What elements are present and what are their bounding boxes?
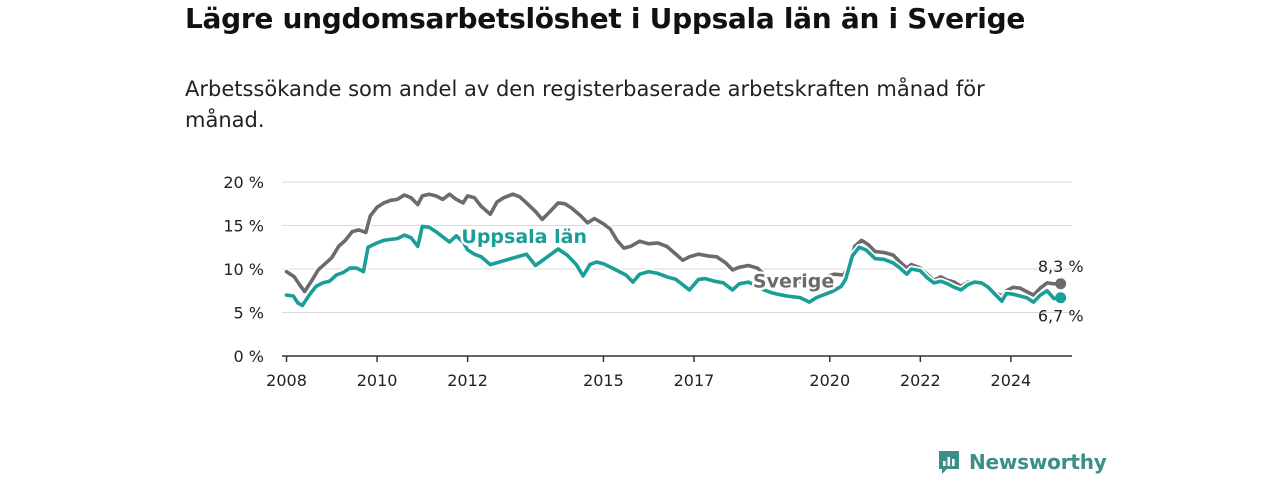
series-inline-label: Sverige xyxy=(753,270,834,292)
x-tick-label: 2024 xyxy=(991,371,1032,390)
series-inline-label: Uppsala län xyxy=(461,226,587,248)
y-tick-label: 10 % xyxy=(223,260,264,279)
newsworthy-logo-icon xyxy=(939,451,959,474)
end-value-label: 8,3 % xyxy=(1038,257,1084,276)
series-line-uppsala xyxy=(284,224,1063,308)
chart-subtitle: Arbetssökande som andel av den registerb… xyxy=(185,77,985,132)
series-line-sverige xyxy=(284,192,1063,298)
brand-name: Newsworthy xyxy=(969,450,1107,474)
x-tick-label: 2020 xyxy=(809,371,850,390)
series-line-halo xyxy=(283,222,1065,309)
axes: 0 % 5 % 10 % 15 % 20 % 2008 2010 2012 2015 2017 20… xyxy=(223,173,1072,390)
y-tick-label: 0 % xyxy=(234,347,264,366)
x-tick-label: 2010 xyxy=(357,371,398,390)
newsworthy-brand: Newsworthy xyxy=(937,449,1107,475)
x-tick-label: 2015 xyxy=(583,371,624,390)
series-lines xyxy=(283,190,1065,309)
end-point xyxy=(1055,278,1067,290)
end-point xyxy=(1055,292,1067,304)
x-tick-label: 2008 xyxy=(266,371,307,390)
end-value-label: 6,7 % xyxy=(1038,307,1084,326)
series-labels: 8,3 % 6,7 % Uppsala län Sverige xyxy=(459,223,1084,326)
y-tick-label: 5 % xyxy=(234,304,264,323)
x-tick-label: 2017 xyxy=(674,371,715,390)
gridlines xyxy=(282,181,1072,313)
chart-title: Lägre ungdomsarbetslöshet i Uppsala län … xyxy=(185,2,1026,35)
y-tick-label: 20 % xyxy=(223,173,264,192)
x-tick-label: 2012 xyxy=(447,371,488,390)
x-tick-label: 2022 xyxy=(900,371,941,390)
y-tick-label: 15 % xyxy=(223,217,264,236)
